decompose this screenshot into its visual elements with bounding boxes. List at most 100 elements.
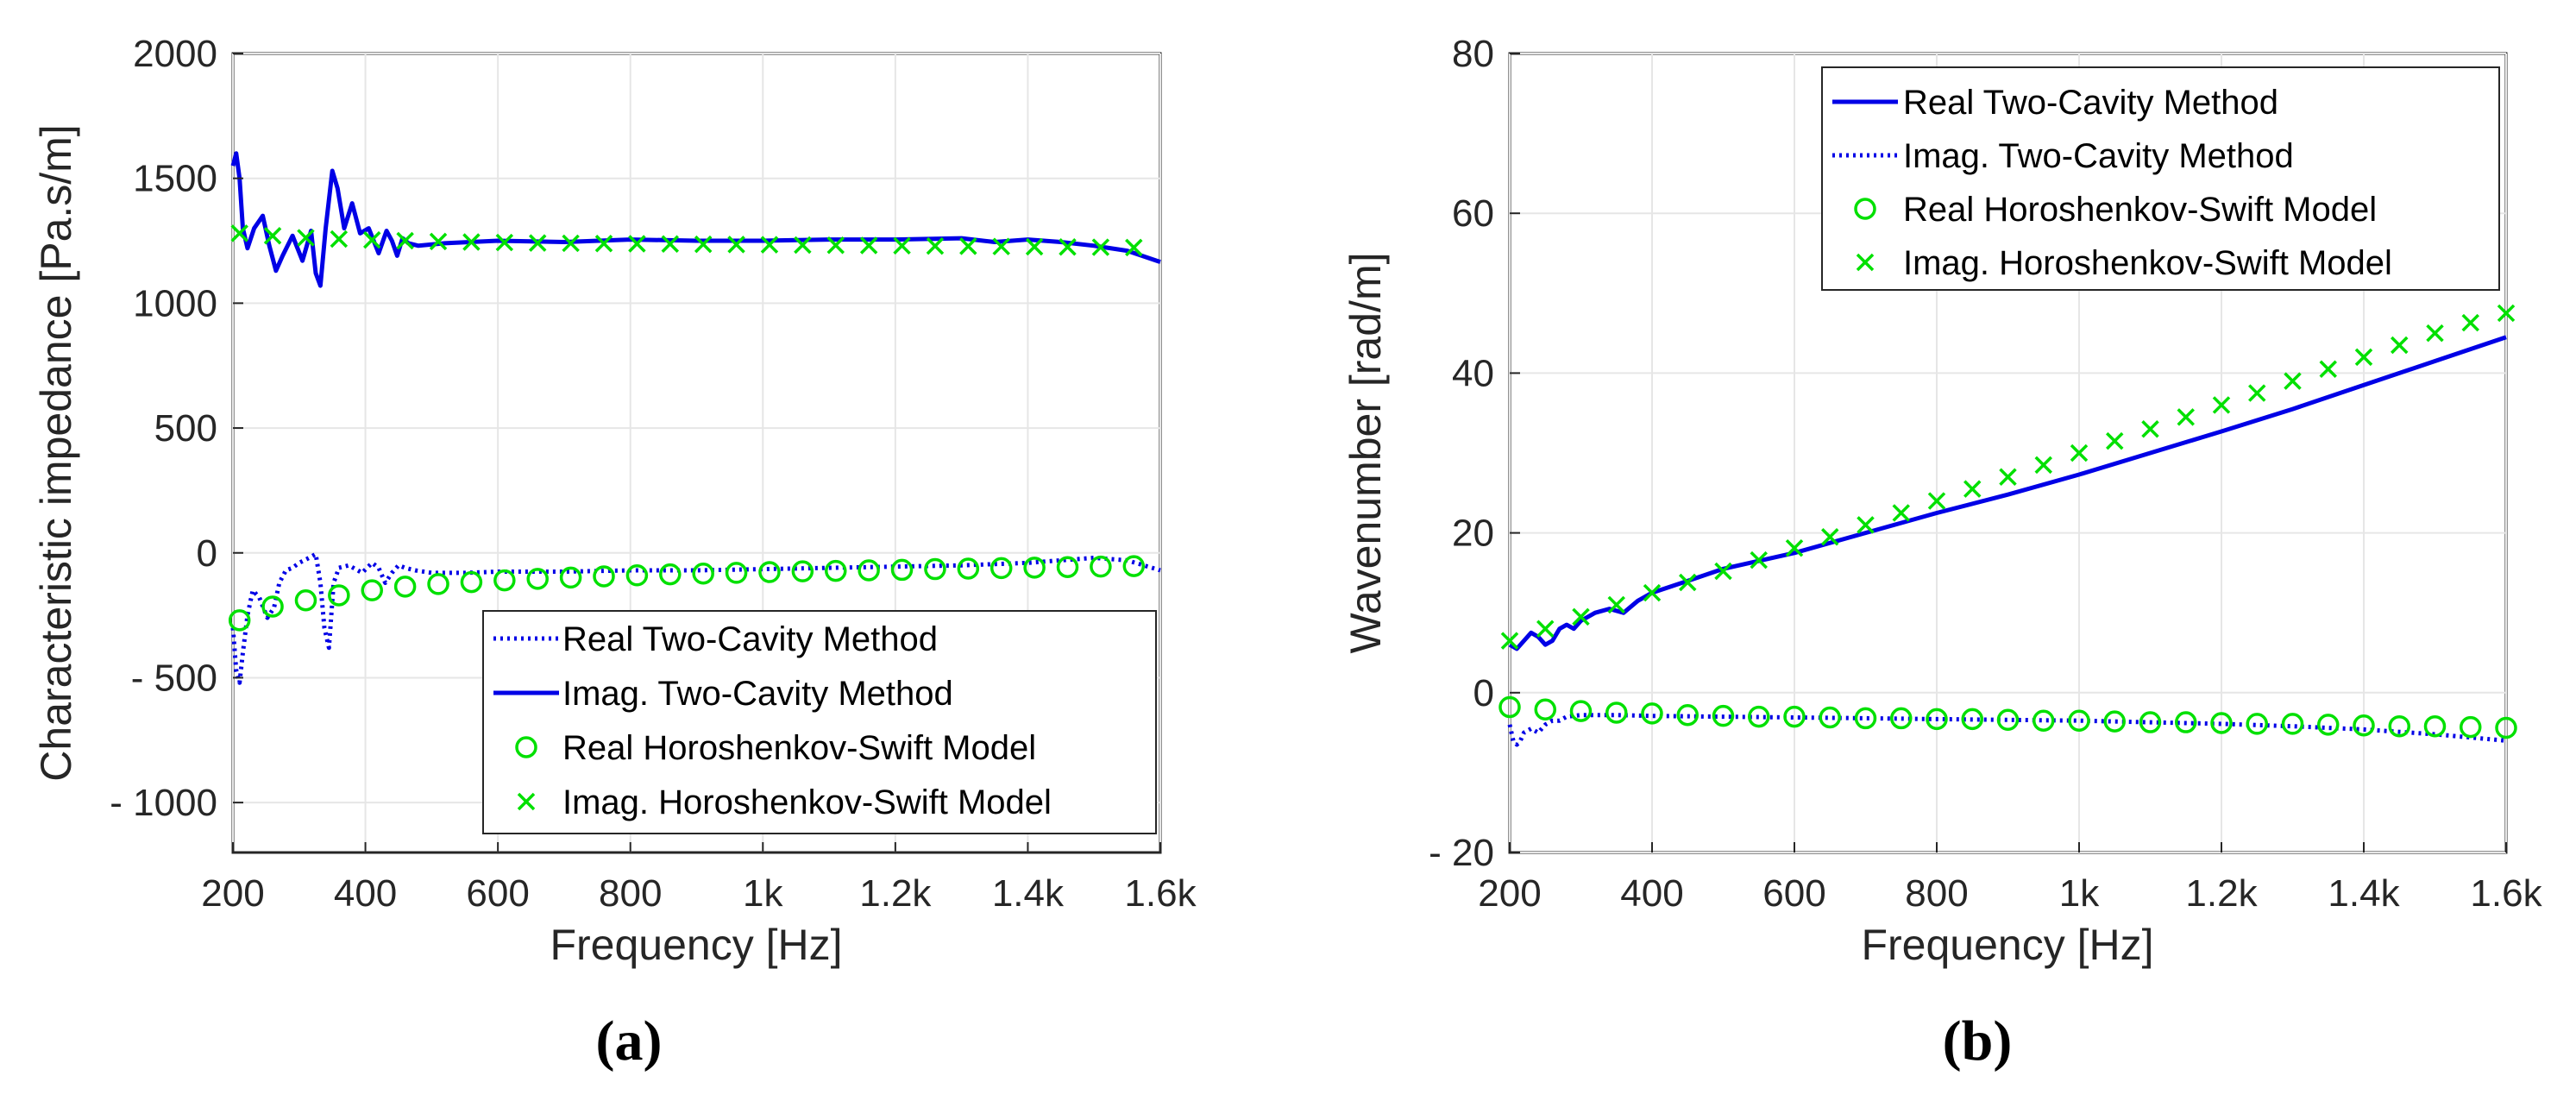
panel-a-circle-marker	[1023, 557, 1046, 579]
panel-b-xtick-label: 1.2k	[2185, 872, 2258, 915]
panel-a-ytick-label: 0	[197, 532, 217, 575]
panel-a-circle-marker	[791, 560, 814, 582]
panel-b: 200 400 600 800 1k 1.2k 1.4k 1.6k- 20020406080 …	[1341, 33, 2543, 1073]
panel-b-circle-marker	[2317, 714, 2340, 736]
panel-a-cross-marker	[594, 234, 613, 253]
panel-b-xtick-label: 1k	[2059, 872, 2100, 915]
panel-b-circle-marker	[1819, 706, 1841, 729]
panel-a-cross-marker	[396, 231, 414, 250]
panel-b-circle-marker	[2246, 713, 2268, 735]
panel-b-cross-marker	[1785, 538, 1804, 557]
panel-a-circle-marker	[659, 563, 682, 586]
panel-a-cross-marker	[528, 234, 547, 252]
panel-b-cross-marker	[2106, 431, 2124, 450]
panel-a-ytick-label: 1500	[133, 158, 217, 200]
panel-b-circle-marker	[1712, 704, 1735, 727]
panel-b-legend-swatch-imag-hs	[1856, 253, 1875, 272]
panel-b-cross-marker	[1714, 562, 1732, 581]
panel-a-cross-marker	[1091, 238, 1110, 256]
panel-b-cross-marker	[1679, 573, 1697, 592]
panel-a-circle-marker	[361, 579, 383, 601]
panel-a-legend-box	[482, 610, 1157, 834]
panel-a-circle-marker	[957, 557, 980, 580]
panel-b-series	[1498, 304, 2517, 747]
panel-a-circle-marker	[858, 559, 880, 582]
panel-b-circle-marker	[1676, 703, 1699, 727]
panel-b-legend: Real Two-Cavity Method Imag. Two-Cavity …	[1821, 66, 2500, 291]
panel-a-circle-marker	[825, 559, 847, 582]
panel-a-xtick-label: 600	[466, 872, 529, 915]
panel-b-circle-marker	[2423, 714, 2447, 738]
panel-a-circle-marker	[725, 562, 748, 584]
panel-b-cross-marker	[1892, 504, 1910, 522]
panel-a-cross-marker	[462, 233, 481, 251]
panel-a-circle-marker	[328, 584, 350, 607]
panel-a-cross-marker	[230, 224, 248, 242]
panel-a-series	[228, 151, 1161, 685]
panel-b-caption: (b)	[1943, 1010, 2013, 1073]
panel-a-ticks: 200 400 600 800 1k 1.2k 1.4k 1.6k - 1000 - 500 0 50…	[110, 33, 1197, 915]
panel-b-cross-marker	[2319, 360, 2337, 379]
panel-a-circle-marker	[427, 573, 449, 595]
panel-a-ytick-label: - 500	[131, 657, 217, 699]
panel-b-cross-marker	[2426, 324, 2444, 343]
panel-a-legend-label-imag-hs: Imag. Horoshenkov-Swift Model	[562, 783, 1052, 821]
panel-b-ytick-label: 40	[1452, 352, 1494, 394]
panel-a-cross-marker	[562, 234, 580, 253]
panel-b-cross-marker	[1821, 527, 1839, 546]
panel-b-cross-marker	[1572, 607, 1590, 626]
panel-a-cross-marker	[330, 230, 349, 249]
panel-b-series-line-0	[1508, 335, 2507, 651]
panel-a-circle-marker	[559, 566, 582, 589]
panel-b-circle-marker	[2068, 709, 2090, 732]
panel-b-cross-marker	[2177, 408, 2195, 426]
panel-b-ytick-label: 60	[1452, 192, 1494, 235]
panel-a-cross-marker	[926, 236, 945, 255]
panel-a-circle-marker	[1090, 555, 1112, 578]
panel-a-legend-label-real-tc: Real Two-Cavity Method	[562, 620, 938, 658]
panel-b-legend-label-imag-tc: Imag. Two-Cavity Method	[1903, 137, 2294, 175]
panel-a-xtick-label: 1.6k	[1124, 872, 1197, 915]
panel-a-circle-marker	[758, 561, 781, 583]
panel-a-circle-marker	[924, 557, 946, 581]
panel-b-legend-label-real-hs: Real Horoshenkov-Swift Model	[1903, 191, 2377, 229]
panel-b-ytick-label: 20	[1452, 513, 1494, 555]
panel-b-circle-marker	[1854, 707, 1877, 730]
panel-a-ytick-label: - 1000	[110, 782, 217, 824]
panel-a-cross-marker	[495, 233, 514, 252]
panel-a-ylabel: Characteristic impedance [Pa.s/m]	[32, 124, 80, 781]
panel-b-xtick-label: 200	[1478, 872, 1541, 915]
panel-a-cross-marker	[893, 236, 911, 255]
panel-a-xtick-label: 1.4k	[992, 872, 1065, 915]
panel-b-circle-marker	[1569, 700, 1593, 722]
panel-b-cross-marker	[2248, 384, 2266, 402]
panel-b-legend-label-imag-hs: Imag. Horoshenkov-Swift Model	[1903, 244, 2392, 282]
panel-b-legend-label-real-tc: Real Two-Cavity Method	[1903, 84, 2278, 122]
panel-a: 200 400 600 800 1k 1.2k 1.4k 1.6k - 1000 - 500 0 50…	[32, 33, 1197, 1073]
panel-a-circle-marker	[261, 595, 284, 618]
panel-b-ylabel: Wavenumber [rad/m]	[1341, 253, 1390, 654]
panel-b-cross-marker	[2212, 396, 2231, 414]
panel-a-legend: Real Two-Cavity Method Imag. Two-Cavity …	[482, 610, 1157, 834]
panel-b-circle-marker	[1605, 701, 1628, 724]
panel-a-circle-marker	[493, 569, 516, 592]
panel-b-ytick-label: - 20	[1429, 832, 1494, 874]
panel-a-cross-marker	[859, 236, 878, 255]
panel-b-xtick-label: 1.4k	[2328, 872, 2400, 915]
panel-b-xtick-label: 1.6k	[2470, 872, 2542, 915]
panel-a-circle-marker	[1056, 556, 1079, 578]
panel-a-circle-marker	[460, 570, 483, 594]
panel-b-legend-swatch-real-hs	[1854, 198, 1876, 220]
panel-b-circle-marker	[1641, 702, 1663, 725]
panel-b-cross-marker	[1536, 620, 1555, 638]
panel-a-legend-swatch-real-hs	[515, 736, 537, 758]
panel-b-circle-marker	[1890, 707, 1913, 730]
panel-a-xtick-label: 1.2k	[859, 872, 932, 915]
panel-a-cross-marker	[760, 236, 779, 254]
panel-a-legend-label-real-hs: Real Horoshenkov-Swift Model	[562, 729, 1036, 767]
panel-a-cross-marker	[297, 229, 315, 247]
panel-b-cross-marker	[1500, 632, 1519, 650]
panel-b-circle-marker	[2175, 711, 2197, 733]
panel-b-circle-marker	[1748, 705, 1770, 728]
panel-a-circle-marker	[393, 576, 417, 598]
